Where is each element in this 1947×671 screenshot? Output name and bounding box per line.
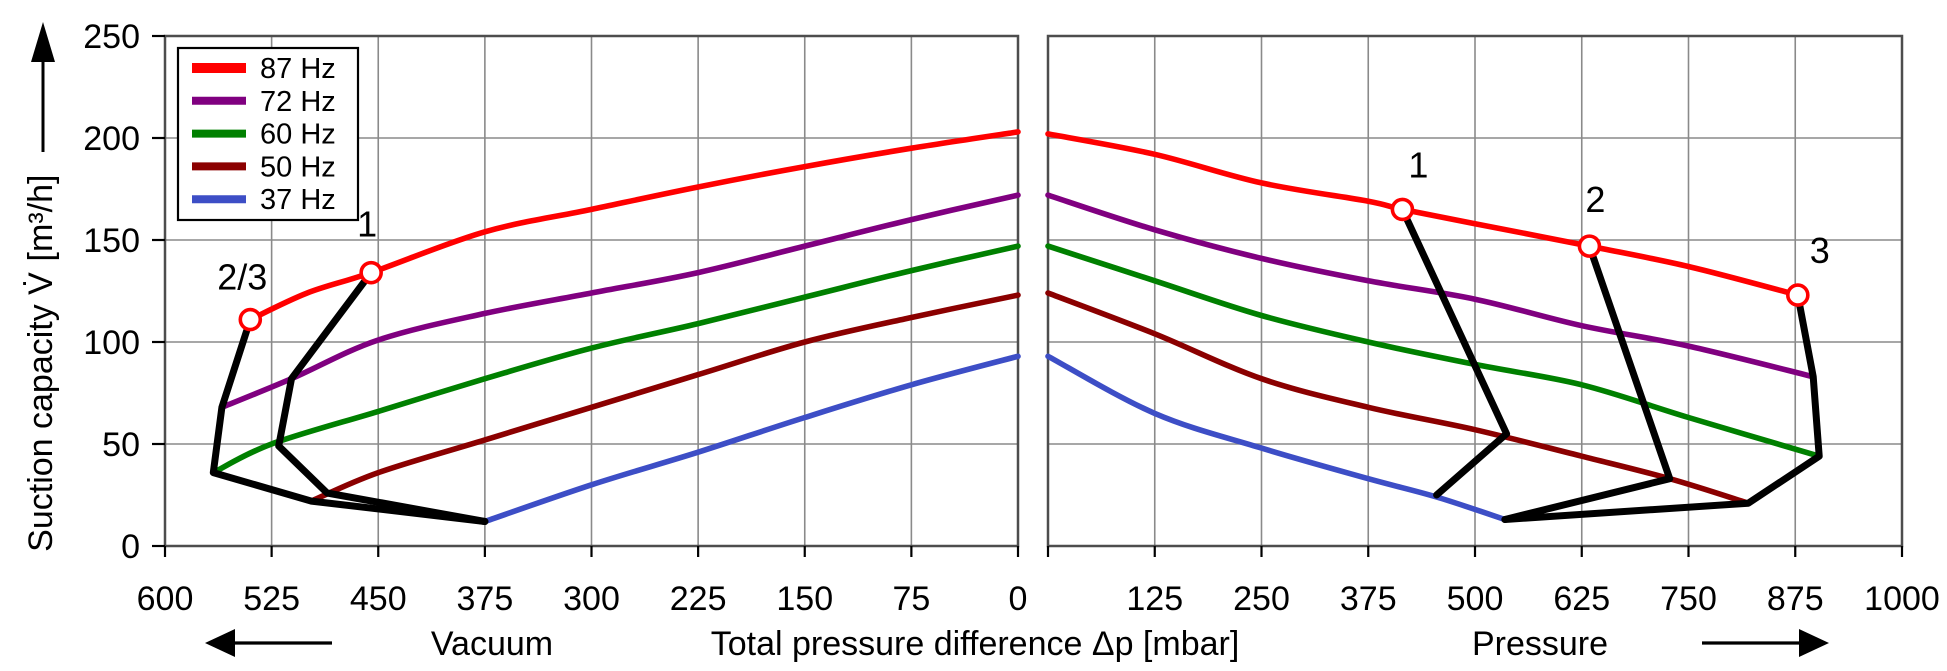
envelope-limit-2-3-left [209,316,489,525]
y-tick-label: 150 [83,222,140,260]
curve-50hz-left [308,292,1021,504]
x-tick-label: 450 [350,580,407,618]
x-tick-label: 375 [457,580,514,618]
x-tick-label: 525 [243,580,300,618]
x-tick-label: 150 [776,580,833,618]
x-axis-title: Total pressure difference Δp [mbar] [711,625,1240,663]
curve-87hz-left [247,129,1021,323]
marker-label-2-right: 2 [1585,179,1605,220]
x-tick-label: 1000 [1864,580,1940,618]
x-tick-label: 625 [1553,580,1610,618]
x-tick-label: 600 [137,580,194,618]
x-tick-label: 750 [1660,580,1717,618]
arrow-left-icon [205,629,235,657]
y-tick-label: 200 [83,120,140,158]
x-tick-label: 500 [1447,580,1504,618]
x-tick-label: 375 [1340,580,1397,618]
curve-72hz-left [219,192,1021,411]
zone-label-pressure: Pressure [1472,625,1608,663]
legend-label: 50 Hz [260,151,336,183]
legend-label: 37 Hz [260,184,336,216]
legend-item-87hz: 87 Hz [192,53,336,85]
legend-label: 72 Hz [260,86,336,118]
y-tick-label: 100 [83,324,140,362]
marker-circle-3-right [1786,283,1810,307]
curve-37hz-left [482,353,1021,525]
marker-label-1-left: 1 [357,204,377,245]
curve-60hz-left [210,243,1021,476]
legend-label: 60 Hz [260,119,336,151]
marker-label-3-right: 3 [1810,230,1830,271]
curve-72hz-right [1045,192,1816,380]
x-tick-label: 300 [563,580,620,618]
envelope-limit-2-right [1501,242,1674,523]
arrow-up-icon [31,22,55,62]
curve-50hz-right [1045,290,1752,506]
y-tick-label: 0 [121,528,140,566]
x-tick-label: 125 [1126,580,1183,618]
x-tick-label-zero: 0 [1009,580,1028,618]
marker-circle-1-left [359,260,383,285]
y-tick-label: 250 [83,18,140,56]
legend-label: 87 Hz [260,53,336,85]
envelope-limit-3-right [1501,291,1823,523]
marker-circle-2-3-left [238,307,263,332]
envelope-limit-1-left [275,269,489,525]
zone-label-vacuum: Vacuum [431,625,553,663]
legend-item-60hz: 60 Hz [192,119,336,151]
envelope-limit-1-right [1398,205,1511,499]
legend-item-72hz: 72 Hz [192,86,336,118]
y-axis-title: Suction capacity V̇ [22,272,60,552]
marker-circle-1-right [1390,197,1415,222]
legend-item-50hz: 50 Hz [192,151,336,183]
marker-label-2-3-left: 2/3 [217,257,267,298]
marker-circle-2-right [1577,234,1602,258]
x-tick-label: 75 [892,580,930,618]
x-tick-label: 250 [1233,580,1290,618]
marker-label-1-right: 1 [1408,144,1428,185]
curve-60hz-right [1045,243,1822,459]
y-tick-label: 50 [102,426,140,464]
y-axis-units: [m³/h] [22,175,60,262]
x-tick-label: 875 [1767,580,1824,618]
x-tick-label: 225 [670,580,727,618]
legend-item-37hz: 37 Hz [192,184,336,216]
arrow-right-icon [1799,629,1829,657]
